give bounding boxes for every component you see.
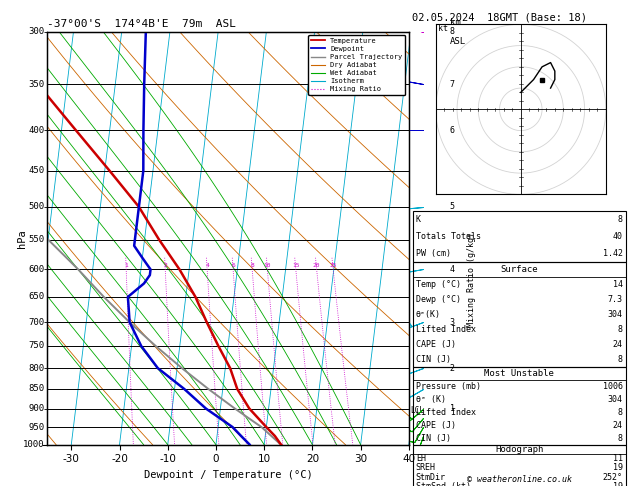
Text: 19: 19 bbox=[613, 463, 623, 472]
Text: EH: EH bbox=[416, 454, 426, 463]
Text: 3: 3 bbox=[450, 318, 455, 327]
Text: Totals Totals: Totals Totals bbox=[416, 232, 481, 242]
Text: 40: 40 bbox=[613, 232, 623, 242]
Text: 900: 900 bbox=[29, 404, 45, 413]
Text: 5: 5 bbox=[450, 202, 455, 211]
Text: Surface: Surface bbox=[501, 265, 538, 275]
Text: 1000: 1000 bbox=[23, 440, 45, 449]
Text: 304: 304 bbox=[608, 310, 623, 319]
Text: 700: 700 bbox=[29, 318, 45, 327]
Text: 850: 850 bbox=[29, 384, 45, 394]
Text: 7: 7 bbox=[450, 80, 455, 89]
X-axis label: Dewpoint / Temperature (°C): Dewpoint / Temperature (°C) bbox=[143, 470, 313, 480]
Text: 304: 304 bbox=[608, 395, 623, 404]
Text: hPa: hPa bbox=[17, 229, 27, 247]
Text: 2: 2 bbox=[450, 364, 455, 373]
Text: 15: 15 bbox=[292, 263, 299, 268]
Text: © weatheronline.co.uk: © weatheronline.co.uk bbox=[467, 474, 572, 484]
Text: Temp (°C): Temp (°C) bbox=[416, 280, 461, 289]
Text: 8: 8 bbox=[618, 408, 623, 417]
Text: 2: 2 bbox=[164, 263, 167, 268]
Text: CAPE (J): CAPE (J) bbox=[416, 421, 456, 430]
Text: 6: 6 bbox=[231, 263, 235, 268]
Text: 300: 300 bbox=[29, 27, 45, 36]
Text: Mixing Ratio (g/kg): Mixing Ratio (g/kg) bbox=[467, 232, 476, 327]
Legend: Temperature, Dewpoint, Parcel Trajectory, Dry Adiabat, Wet Adiabat, Isotherm, Mi: Temperature, Dewpoint, Parcel Trajectory… bbox=[308, 35, 405, 95]
Text: 800: 800 bbox=[29, 364, 45, 373]
Text: 24: 24 bbox=[613, 340, 623, 349]
Text: 25: 25 bbox=[330, 263, 337, 268]
Text: 450: 450 bbox=[29, 166, 45, 175]
Text: km: km bbox=[450, 17, 460, 27]
Text: 8: 8 bbox=[250, 263, 254, 268]
Text: Hodograph: Hodograph bbox=[495, 445, 543, 454]
Text: SREH: SREH bbox=[416, 463, 436, 472]
Text: 500: 500 bbox=[29, 202, 45, 211]
Text: 10: 10 bbox=[264, 263, 271, 268]
Text: 4: 4 bbox=[450, 265, 455, 274]
Text: 950: 950 bbox=[29, 423, 45, 432]
Text: 8: 8 bbox=[450, 27, 455, 36]
Text: 8: 8 bbox=[618, 355, 623, 364]
Text: 8: 8 bbox=[618, 325, 623, 334]
Text: 400: 400 bbox=[29, 126, 45, 135]
Text: 1.42: 1.42 bbox=[603, 249, 623, 259]
Text: 350: 350 bbox=[29, 80, 45, 89]
Text: 19: 19 bbox=[613, 482, 623, 486]
Text: Most Unstable: Most Unstable bbox=[484, 369, 554, 378]
Text: CAPE (J): CAPE (J) bbox=[416, 340, 456, 349]
Text: K: K bbox=[416, 215, 421, 225]
Text: LCL: LCL bbox=[410, 406, 424, 415]
Text: 14: 14 bbox=[613, 280, 623, 289]
Text: 750: 750 bbox=[29, 342, 45, 350]
Text: 8: 8 bbox=[618, 215, 623, 225]
Text: Pressure (mb): Pressure (mb) bbox=[416, 382, 481, 391]
Text: 1: 1 bbox=[450, 404, 455, 413]
Text: 6: 6 bbox=[450, 126, 455, 135]
Text: kt: kt bbox=[438, 24, 448, 33]
Text: -37°00'S  174°4B'E  79m  ASL: -37°00'S 174°4B'E 79m ASL bbox=[47, 19, 236, 30]
Text: 7.3: 7.3 bbox=[608, 295, 623, 304]
Text: 600: 600 bbox=[29, 265, 45, 274]
Text: 8: 8 bbox=[618, 434, 623, 443]
Text: 1006: 1006 bbox=[603, 382, 623, 391]
Text: CIN (J): CIN (J) bbox=[416, 434, 451, 443]
Text: θᵉ (K): θᵉ (K) bbox=[416, 395, 446, 404]
Text: 02.05.2024  18GMT (Base: 18): 02.05.2024 18GMT (Base: 18) bbox=[412, 12, 587, 22]
Text: 4: 4 bbox=[205, 263, 209, 268]
Text: Dewp (°C): Dewp (°C) bbox=[416, 295, 461, 304]
Text: StmDir: StmDir bbox=[416, 472, 446, 482]
Text: Lifted Index: Lifted Index bbox=[416, 408, 476, 417]
Text: 650: 650 bbox=[29, 293, 45, 301]
Text: 550: 550 bbox=[29, 235, 45, 244]
Text: PW (cm): PW (cm) bbox=[416, 249, 451, 259]
Text: 11: 11 bbox=[613, 454, 623, 463]
Text: 252°: 252° bbox=[603, 472, 623, 482]
Text: 24: 24 bbox=[613, 421, 623, 430]
Text: 20: 20 bbox=[313, 263, 320, 268]
Text: 1: 1 bbox=[125, 263, 128, 268]
Text: StmSpd (kt): StmSpd (kt) bbox=[416, 482, 470, 486]
Text: ASL: ASL bbox=[450, 37, 466, 46]
Text: Lifted Index: Lifted Index bbox=[416, 325, 476, 334]
Text: CIN (J): CIN (J) bbox=[416, 355, 451, 364]
Text: θᵉ(K): θᵉ(K) bbox=[416, 310, 441, 319]
